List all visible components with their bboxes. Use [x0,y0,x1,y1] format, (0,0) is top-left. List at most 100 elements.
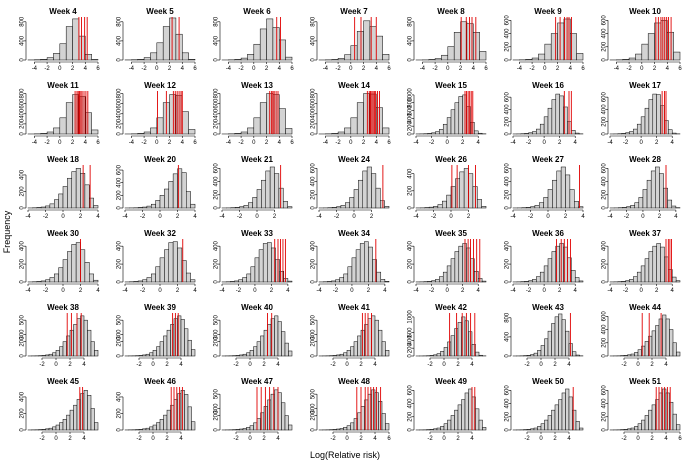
histogram-bar [191,349,196,357]
histogram-bar [622,59,630,61]
x-tick-label: 0 [158,288,162,294]
y-tick-label: 200 [505,116,511,127]
x-tick-label: -2 [526,140,532,146]
y-tick-label: 500 [311,389,317,400]
panel-title: Week 41 [338,303,370,312]
y-tick-label: 300 [214,329,220,340]
histogram-bar [551,251,557,283]
x-tick-label: 2 [79,288,83,294]
panel: Week 10 -4 -2 0 2 4 6 0 200 400 600 [602,7,683,72]
y-tick-label: 500 [20,315,26,326]
x-tick-label: 0 [350,288,354,294]
panel: Week 5 -4 -2 0 2 4 6 0 400 800 [117,7,198,72]
y-tick-label: 200 [408,121,414,132]
histogram-bar [526,355,531,357]
histogram-bar [72,18,80,61]
histogram-bar [366,166,372,209]
x-tick-label: -4 [510,140,516,146]
x-tick-label: -4 [122,288,128,294]
histogram-bar [344,127,352,135]
histogram-bar [434,58,442,61]
histogram-bar [454,102,460,135]
histogram-bar [538,53,546,61]
histogram-bar [533,427,538,431]
histogram-bar [634,426,639,431]
histogram-bar [659,173,664,209]
y-tick-label: 600 [214,98,220,109]
x-tick-label: 6 [387,66,391,72]
x-tick-label: -2 [233,362,239,368]
panel-title: Week 5 [146,7,174,16]
histogram-bar [559,95,564,135]
x-tick-label: 0 [546,214,550,220]
histogram-bar [277,321,282,357]
x-tick-label: -4 [413,214,419,220]
histogram-bar [267,242,272,283]
panel: Week 8 -4 -2 0 2 4 6 0 400 800 [408,7,489,72]
panel-title: Week 12 [144,81,176,90]
y-tick-label: 0 [311,58,317,62]
histogram-bar [621,133,626,135]
y-tick-label: 200 [214,189,220,200]
y-tick-label: 800 [117,16,123,27]
histogram-bar [260,335,265,357]
histogram-bar [239,428,244,431]
x-tick-label: -2 [427,436,433,442]
histogram-bar [69,409,74,431]
y-tick-label: 0 [117,132,123,136]
histogram-bar [561,319,566,357]
histogram-bar [149,352,154,357]
histogram-bar [343,427,348,431]
histogram-bar [428,206,434,209]
histogram-bar [636,123,642,135]
x-tick-label: 2 [262,436,266,442]
x-tick-label: -4 [316,288,322,294]
x-tick-label: -4 [323,140,329,146]
histogram-bar [285,128,293,135]
histogram-bar [350,422,355,431]
x-tick-label: 4 [569,66,573,72]
x-tick-label: 6 [678,436,682,442]
panel-title: Week 51 [629,377,661,386]
y-tick-label: 200 [505,189,511,200]
histogram-bar [630,205,635,209]
histogram-bar [143,57,151,61]
histogram-bar [570,33,577,61]
y-tick-label: 200 [214,258,220,269]
x-tick-label: 2 [262,362,266,368]
histogram-bar [45,205,51,209]
histogram-bar [36,207,42,209]
y-tick-label: 600 [602,163,608,174]
panel-title: Week 37 [629,229,661,238]
histogram-bar [380,279,386,283]
x-tick-label: 4 [276,362,280,368]
histogram-bar [656,94,661,135]
histogram-bar [385,423,390,431]
histogram-bar [267,324,272,357]
histogram-bar [94,422,99,431]
histogram-bar [637,423,642,431]
histogram-bar [363,20,371,61]
histogram-bar [360,406,365,431]
x-tick-label: 2 [456,436,460,442]
histogram-bar [644,415,649,431]
histogram-bar [644,107,650,135]
histogram-bar [532,131,537,135]
y-tick-label: 400 [408,241,414,252]
histogram-bar [332,355,337,357]
histogram-bar [186,191,191,209]
y-tick-label: 0 [117,58,123,62]
histogram-bar [137,207,143,209]
x-tick-label: 2 [68,362,72,368]
panel-title: Week 7 [340,7,368,16]
histogram-bar [436,353,441,357]
y-tick-label: 800 [20,88,26,99]
x-tick-label: 2 [270,288,274,294]
histogram-bar [672,413,677,431]
x-tick-label: -2 [334,214,340,220]
histogram-bar [326,281,332,283]
histogram-bar [675,280,681,283]
